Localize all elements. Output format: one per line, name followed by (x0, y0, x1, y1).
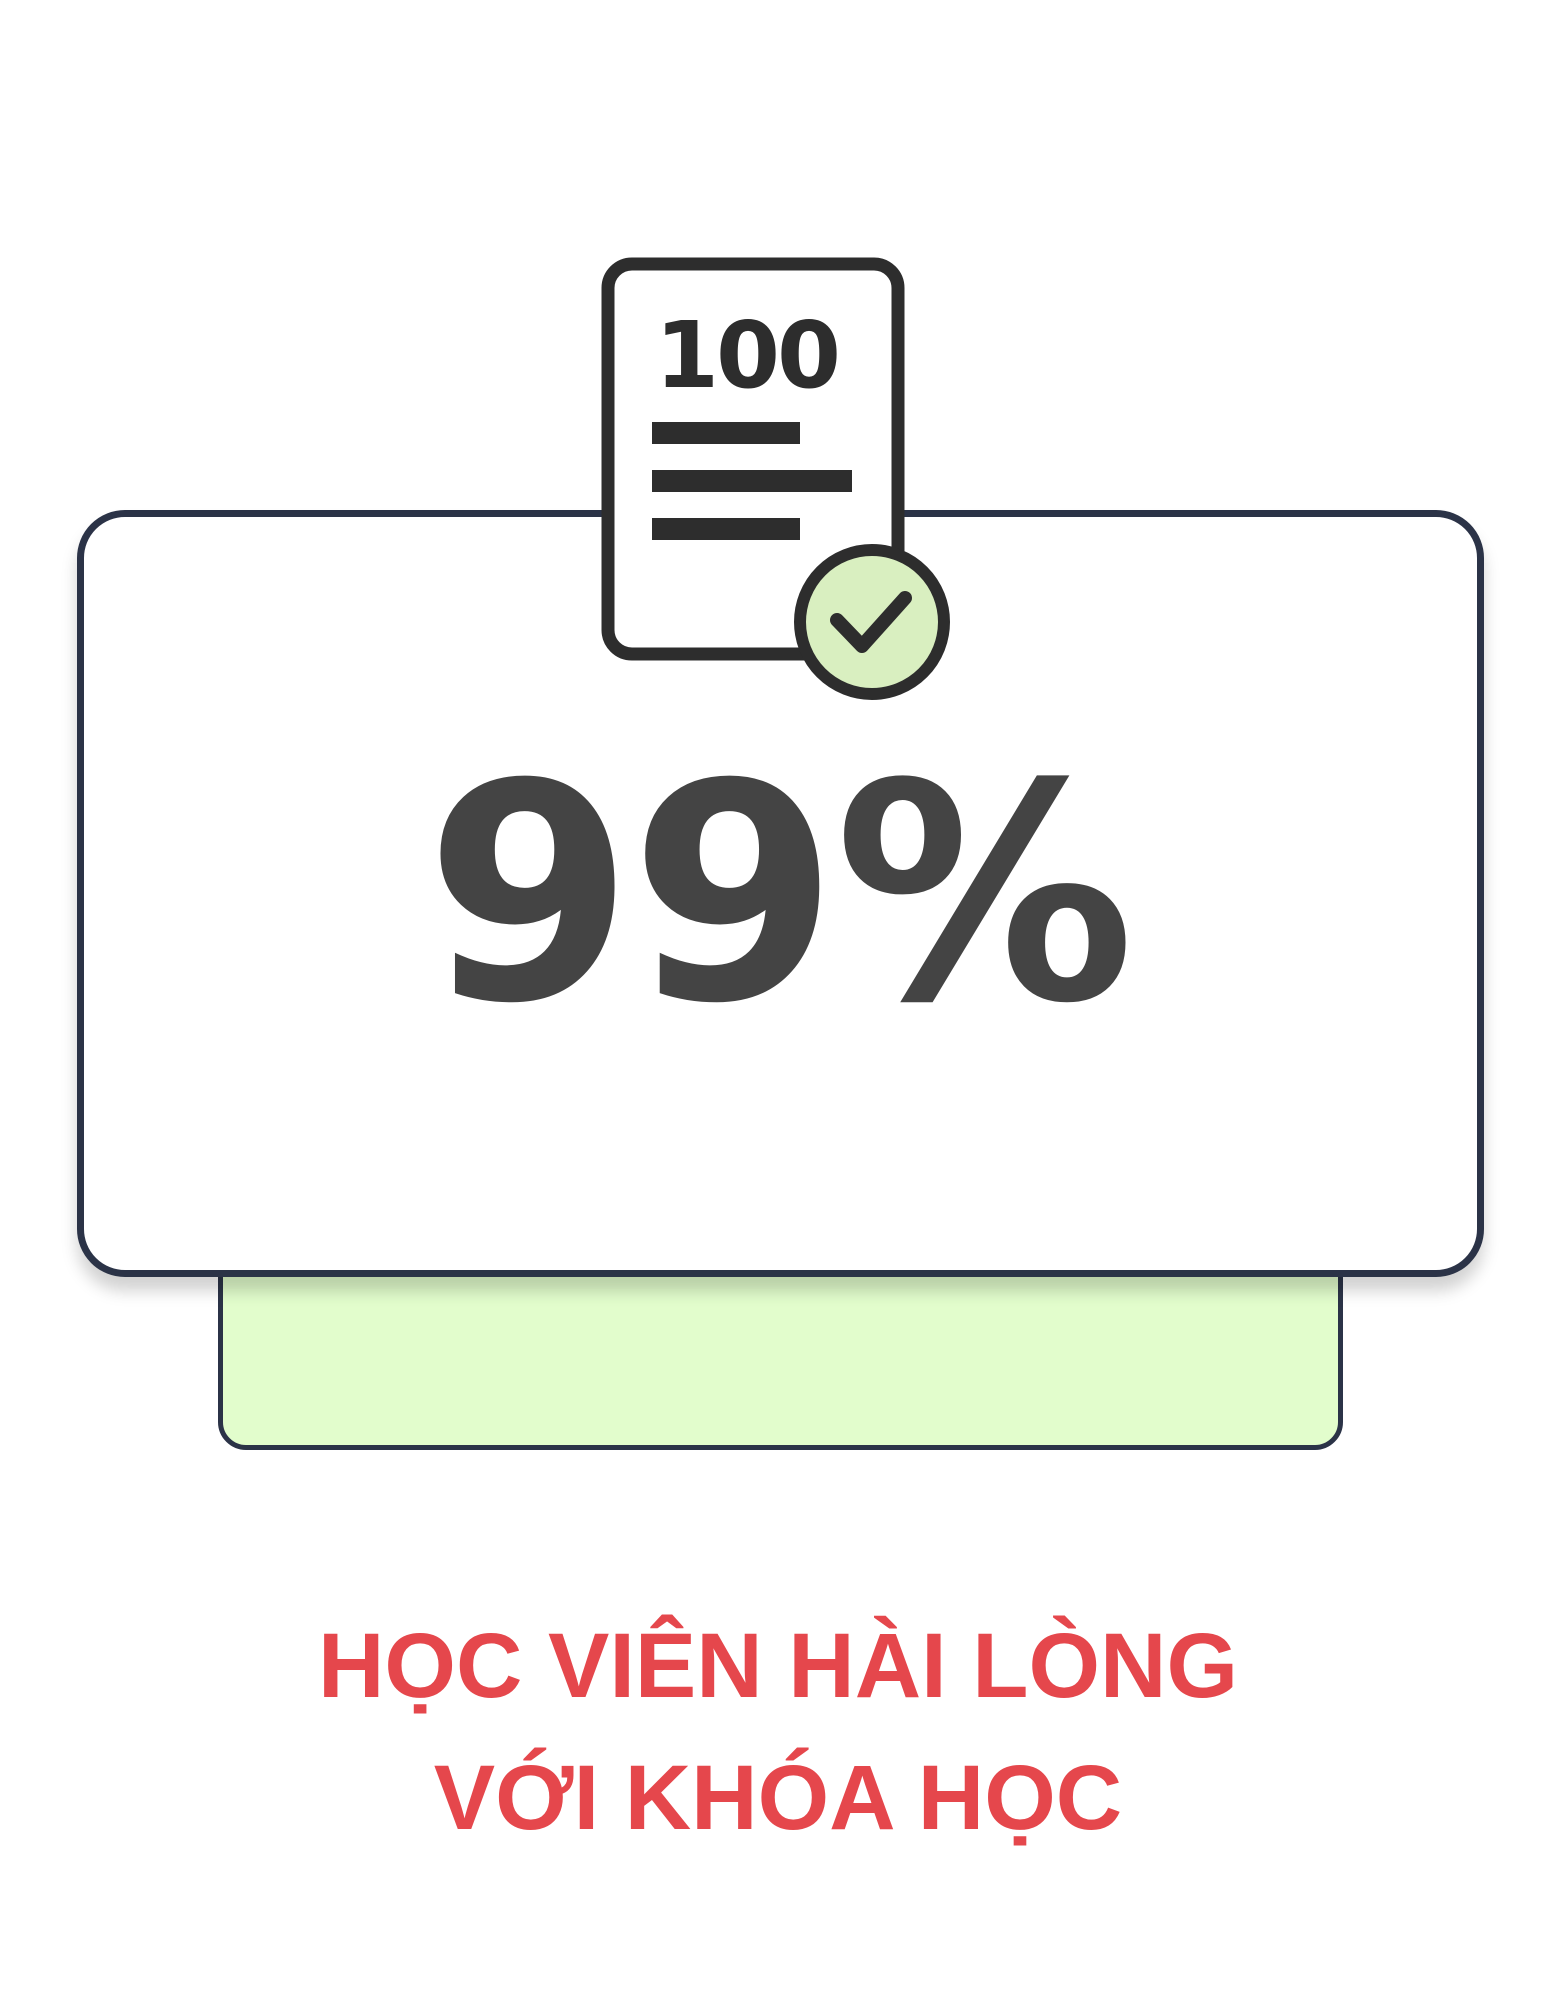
caption-line-2: VỚI KHÓA HỌC (433, 1747, 1123, 1849)
check-badge (794, 544, 950, 700)
caption: HỌC VIÊN HÀI LÒNG VỚI KHÓA HỌC (0, 1600, 1556, 1864)
document-score-label: 100 (655, 302, 838, 409)
caption-line-1: HỌC VIÊN HÀI LÒNG (317, 1615, 1239, 1717)
document-check-icon: 100 (601, 257, 950, 700)
stat-value: 99% (424, 720, 1135, 1069)
checkmark-icon (830, 591, 912, 653)
